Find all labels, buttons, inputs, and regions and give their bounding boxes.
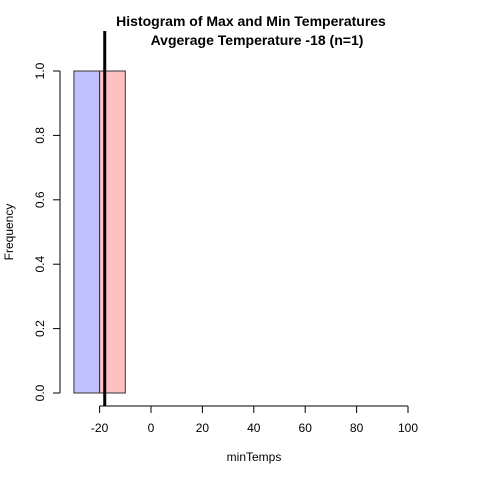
x-tick-label: 0 bbox=[148, 421, 155, 435]
y-tick-label: 1.0 bbox=[33, 62, 47, 79]
y-tick-label: 0.4 bbox=[33, 256, 47, 273]
chart-subtitle: Avgerage Temperature -18 (n=1) bbox=[151, 32, 364, 48]
x-axis: -20 0 20 40 60 80 100 bbox=[91, 405, 418, 435]
histogram-bars bbox=[73, 70, 126, 394]
y-tick-label: 0.8 bbox=[33, 127, 47, 144]
x-tick-label: 60 bbox=[299, 421, 313, 435]
y-axis-label: Frequency bbox=[2, 204, 16, 261]
chart-title: Histogram of Max and Min Temperatures bbox=[116, 13, 386, 29]
x-tick-label: 20 bbox=[196, 421, 210, 435]
y-tick-label: 0.6 bbox=[33, 191, 47, 208]
x-tick-label: 80 bbox=[350, 421, 364, 435]
y-tick-label: 0.2 bbox=[33, 320, 47, 337]
histogram-bar-0-0 bbox=[73, 70, 101, 394]
y-axis: 0.0 0.2 0.4 0.6 0.8 1.0 bbox=[33, 62, 61, 401]
x-tick-label: 100 bbox=[398, 421, 418, 435]
y-tick-label: 0.0 bbox=[33, 384, 47, 401]
x-tick-label: -20 bbox=[91, 421, 109, 435]
x-axis-label: minTemps bbox=[227, 450, 282, 464]
x-tick-label: 40 bbox=[247, 421, 261, 435]
